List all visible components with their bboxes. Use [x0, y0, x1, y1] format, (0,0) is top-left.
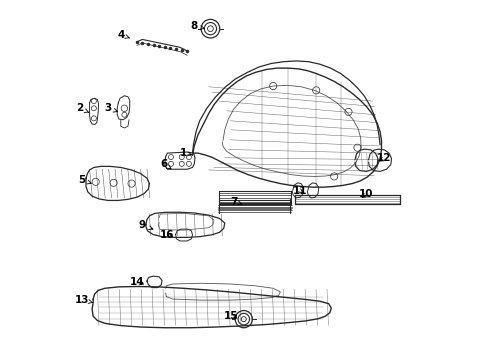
Text: 8: 8 [190, 21, 203, 31]
Text: 1: 1 [180, 148, 191, 158]
Text: 6: 6 [160, 159, 171, 169]
Text: 5: 5 [78, 175, 91, 185]
Text: 2: 2 [76, 103, 88, 113]
Text: 12: 12 [376, 153, 391, 163]
Text: 7: 7 [229, 197, 242, 207]
Text: 9: 9 [139, 220, 153, 230]
Text: 15: 15 [223, 311, 238, 321]
Text: 3: 3 [104, 103, 117, 113]
Text: 13: 13 [75, 295, 92, 305]
Text: 14: 14 [129, 277, 144, 287]
Text: 4: 4 [117, 30, 130, 40]
Text: 11: 11 [292, 186, 306, 196]
Text: 10: 10 [359, 189, 373, 199]
Text: 16: 16 [160, 230, 174, 239]
